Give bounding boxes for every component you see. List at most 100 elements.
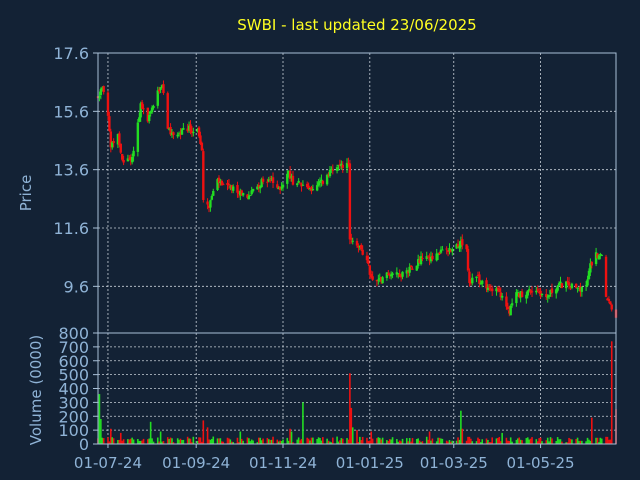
- volume-bars: [97, 341, 617, 444]
- volume-bar: [139, 440, 142, 444]
- volume-bar: [576, 437, 579, 444]
- volume-bar: [122, 439, 125, 444]
- candle-body: [348, 163, 352, 240]
- candle-body: [597, 255, 601, 260]
- volume-bar: [191, 442, 193, 444]
- candle-body: [170, 132, 174, 136]
- candle-body: [381, 277, 384, 284]
- price-tick-label: 15.6: [53, 102, 89, 121]
- volume-bar: [518, 437, 521, 444]
- candle-body: [347, 162, 350, 164]
- volume-bar: [581, 440, 583, 444]
- volume-bar: [415, 438, 418, 444]
- candle-body: [212, 190, 215, 196]
- volume-bar: [260, 440, 263, 444]
- volume-bar: [310, 437, 313, 444]
- price-tick-label: 17.6: [53, 44, 89, 63]
- candle-body: [539, 290, 542, 297]
- price-tick-label: 9.6: [64, 277, 89, 296]
- volume-bar: [451, 440, 454, 444]
- date-tick-label: 01-09-24: [162, 454, 230, 472]
- volume-bar: [262, 438, 264, 444]
- candle-body: [268, 180, 272, 182]
- volume-bar: [219, 438, 222, 444]
- candle-body: [586, 279, 589, 286]
- volume-bar: [591, 417, 593, 444]
- volume-bar: [289, 428, 291, 444]
- candle-body: [286, 173, 289, 184]
- volume-bar: [158, 441, 160, 444]
- volume-bar: [161, 441, 163, 444]
- candle-body: [325, 174, 329, 185]
- volume-bar: [430, 440, 432, 444]
- volume-bar: [280, 441, 283, 444]
- candle-body: [580, 286, 584, 292]
- candle-body: [405, 270, 409, 274]
- candle-body: [560, 283, 564, 288]
- volume-bar: [551, 438, 553, 444]
- volume-bar: [166, 437, 169, 444]
- volume-bar: [102, 438, 105, 444]
- volume-bar: [461, 428, 464, 444]
- volume-bar: [428, 431, 431, 444]
- volume-bar: [141, 440, 143, 444]
- volume-bar: [259, 437, 262, 444]
- volume-bar: [129, 438, 132, 444]
- candle-body: [176, 134, 179, 137]
- volume-bar: [228, 438, 230, 444]
- price-grid: [98, 53, 616, 333]
- candle-body: [525, 294, 528, 299]
- candle-body: [338, 164, 342, 166]
- volume-bar: [357, 442, 360, 444]
- candle-body: [540, 293, 544, 295]
- volume-bar: [487, 439, 489, 444]
- volume-bar: [112, 438, 115, 444]
- candle-body: [271, 177, 275, 183]
- candle-body: [102, 86, 105, 93]
- candle-body: [257, 185, 261, 188]
- volume-bar: [366, 437, 368, 444]
- volume-bar: [279, 440, 281, 444]
- candle-body: [249, 194, 252, 196]
- volume-bar: [531, 437, 533, 444]
- volume-bar: [151, 438, 153, 444]
- volume-bar: [337, 441, 340, 444]
- volume-bar: [107, 437, 109, 444]
- volume-bar: [536, 441, 539, 444]
- volume-bar: [192, 436, 195, 444]
- volume-bar: [131, 437, 133, 444]
- candle-body: [98, 96, 101, 98]
- volume-bar: [168, 438, 170, 444]
- volume-bar: [238, 442, 240, 444]
- candle-body: [99, 89, 103, 96]
- volume-bar: [240, 438, 243, 444]
- volume-bar: [478, 438, 481, 444]
- volume-bar: [156, 437, 159, 444]
- candle-body: [399, 276, 403, 278]
- volume-bar: [341, 438, 344, 444]
- volume-bar: [118, 439, 121, 444]
- volume-bar: [388, 439, 391, 444]
- candle-body: [180, 129, 184, 135]
- candle-body: [461, 239, 464, 246]
- volume-bar: [312, 437, 314, 444]
- candle-body: [239, 190, 242, 196]
- volume-bar: [390, 439, 392, 444]
- candle-body: [377, 279, 380, 281]
- volume-bar: [128, 439, 131, 444]
- volume-bar: [431, 438, 434, 444]
- candle-body: [610, 304, 613, 310]
- date-tick-label: 01-07-24: [74, 454, 142, 472]
- volume-bar: [216, 438, 219, 444]
- volume-bar: [595, 437, 597, 444]
- candle-body: [446, 250, 450, 253]
- candle-body: [570, 283, 574, 288]
- candle-body: [139, 103, 142, 118]
- candle-body: [148, 114, 151, 121]
- candle-body: [510, 303, 514, 306]
- volume-bar: [360, 440, 363, 444]
- candle-body: [192, 132, 195, 134]
- volume-bar: [568, 437, 570, 444]
- volume-bar: [327, 440, 330, 444]
- volume-bar: [282, 439, 284, 444]
